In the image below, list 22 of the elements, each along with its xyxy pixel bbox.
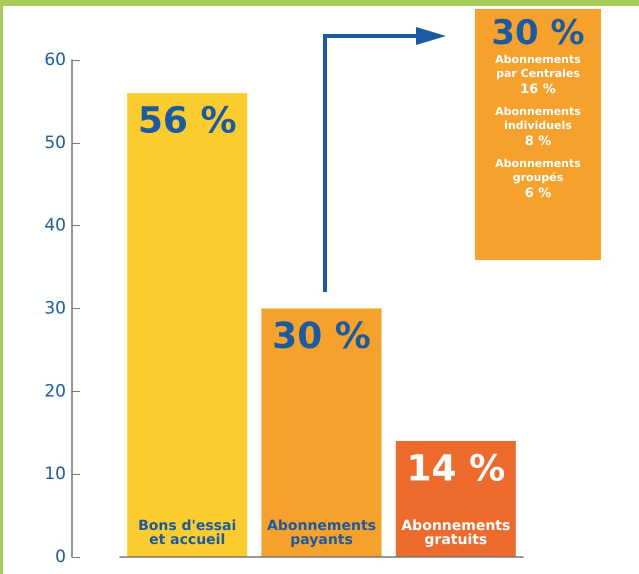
text: 8 % (524, 133, 552, 151)
annotation: Abonnements groupés (494, 157, 582, 185)
y-tick-label: 60 (44, 50, 66, 70)
text: 30 % (490, 13, 586, 53)
annotation: Abonnements par Centrales (494, 53, 582, 81)
text: 6 % (524, 185, 552, 203)
annotation: 16 % (519, 81, 557, 99)
y-tick-label: 30 (44, 298, 66, 318)
x-tick-label: Abonnements gratuits (401, 518, 510, 548)
y-tick-label: 20 (44, 381, 66, 402)
bar (127, 93, 248, 557)
y-tick-label: 0 (55, 547, 66, 567)
data-label: 56 % (138, 100, 237, 142)
x-tick-label: Abonnements payants (267, 518, 376, 548)
data-label: 14 % (406, 448, 506, 490)
annotation: Abonnements individuels (494, 105, 582, 133)
y-tick-label: 50 (44, 132, 66, 153)
y-tick-label: 10 (44, 464, 66, 484)
data-label: 30 % (272, 316, 371, 357)
y-tick-label: 40 (44, 216, 66, 236)
x-tick-label: Bons d'essai et accueil (138, 518, 236, 548)
bar (262, 308, 382, 557)
